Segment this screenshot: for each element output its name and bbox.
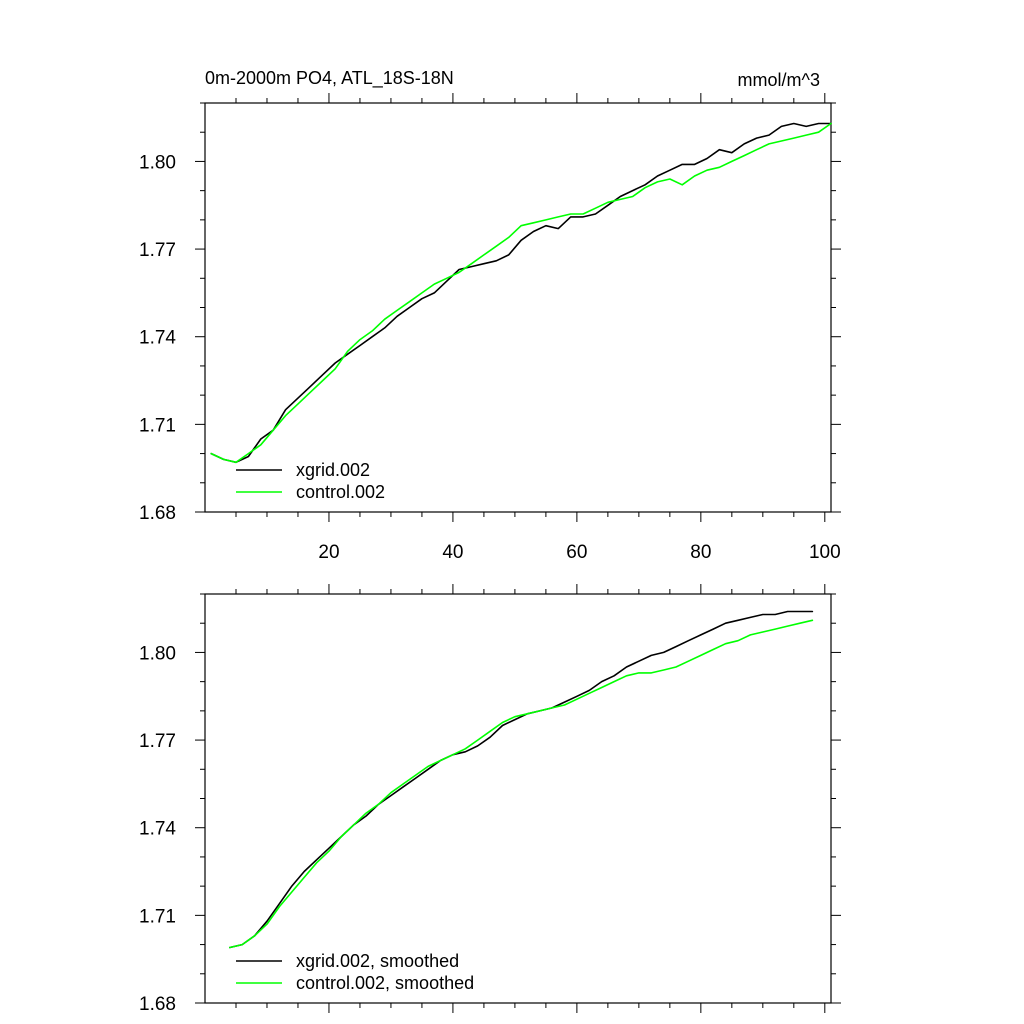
x-tick-label: 100 — [809, 542, 841, 563]
y-tick-label: 1.80 — [139, 643, 176, 664]
y-tick-label: 1.77 — [139, 731, 176, 752]
series-lines-bottom — [229, 610, 814, 949]
series-line — [210, 122, 832, 464]
panel-bottom: 1.68 1.71 1.74 1.77 1.80 xgrid.002, smoothed… — [139, 584, 841, 1015]
series-line — [229, 619, 814, 949]
x-tick-label: 80 — [690, 542, 711, 563]
y-tick-label: 1.71 — [139, 415, 176, 436]
x-tick-labels-top: 20 40 60 80 100 — [318, 542, 840, 563]
y-tick-label: 1.71 — [139, 906, 176, 927]
legend-top: xgrid.002 control.002 — [236, 460, 385, 502]
y-tick-label: 1.68 — [139, 503, 176, 524]
y-tick-label: 1.74 — [139, 328, 176, 349]
series-line — [210, 122, 832, 464]
panel-top: 0m-2000m PO4, ATL_18S-18N mmol/m^3 1.681… — [139, 68, 841, 563]
y-tick-label: 1.77 — [139, 240, 176, 261]
plot-frame-bottom — [204, 593, 832, 1004]
chart-title: 0m-2000m PO4, ATL_18S-18N — [205, 68, 454, 89]
y-tick-label: 1.80 — [139, 152, 176, 173]
series-line — [229, 610, 814, 949]
x-tick-label: 40 — [442, 542, 463, 563]
plot-frame-top — [204, 102, 832, 513]
series-lines-top — [210, 122, 832, 464]
legend-bottom: xgrid.002, smoothed control.002, smoothe… — [236, 951, 474, 993]
y-tick-label: 1.74 — [139, 819, 176, 840]
x-tick-label: 20 — [318, 542, 339, 563]
tick-marks-top — [195, 93, 841, 522]
legend-label: xgrid.002, smoothed — [296, 951, 459, 971]
y-tick-labels-top: 1.68 1.71 1.74 1.77 1.80 — [139, 152, 176, 524]
legend-label: control.002 — [296, 482, 385, 502]
units-label: mmol/m^3 — [738, 70, 820, 90]
tick-marks-bottom — [195, 584, 841, 1013]
x-tick-label: 60 — [566, 542, 587, 563]
legend-label: control.002, smoothed — [296, 973, 474, 993]
y-tick-label: 1.68 — [139, 994, 176, 1015]
y-tick-labels-bottom: 1.68 1.71 1.74 1.77 1.80 — [139, 643, 176, 1015]
legend-label: xgrid.002 — [296, 460, 370, 480]
